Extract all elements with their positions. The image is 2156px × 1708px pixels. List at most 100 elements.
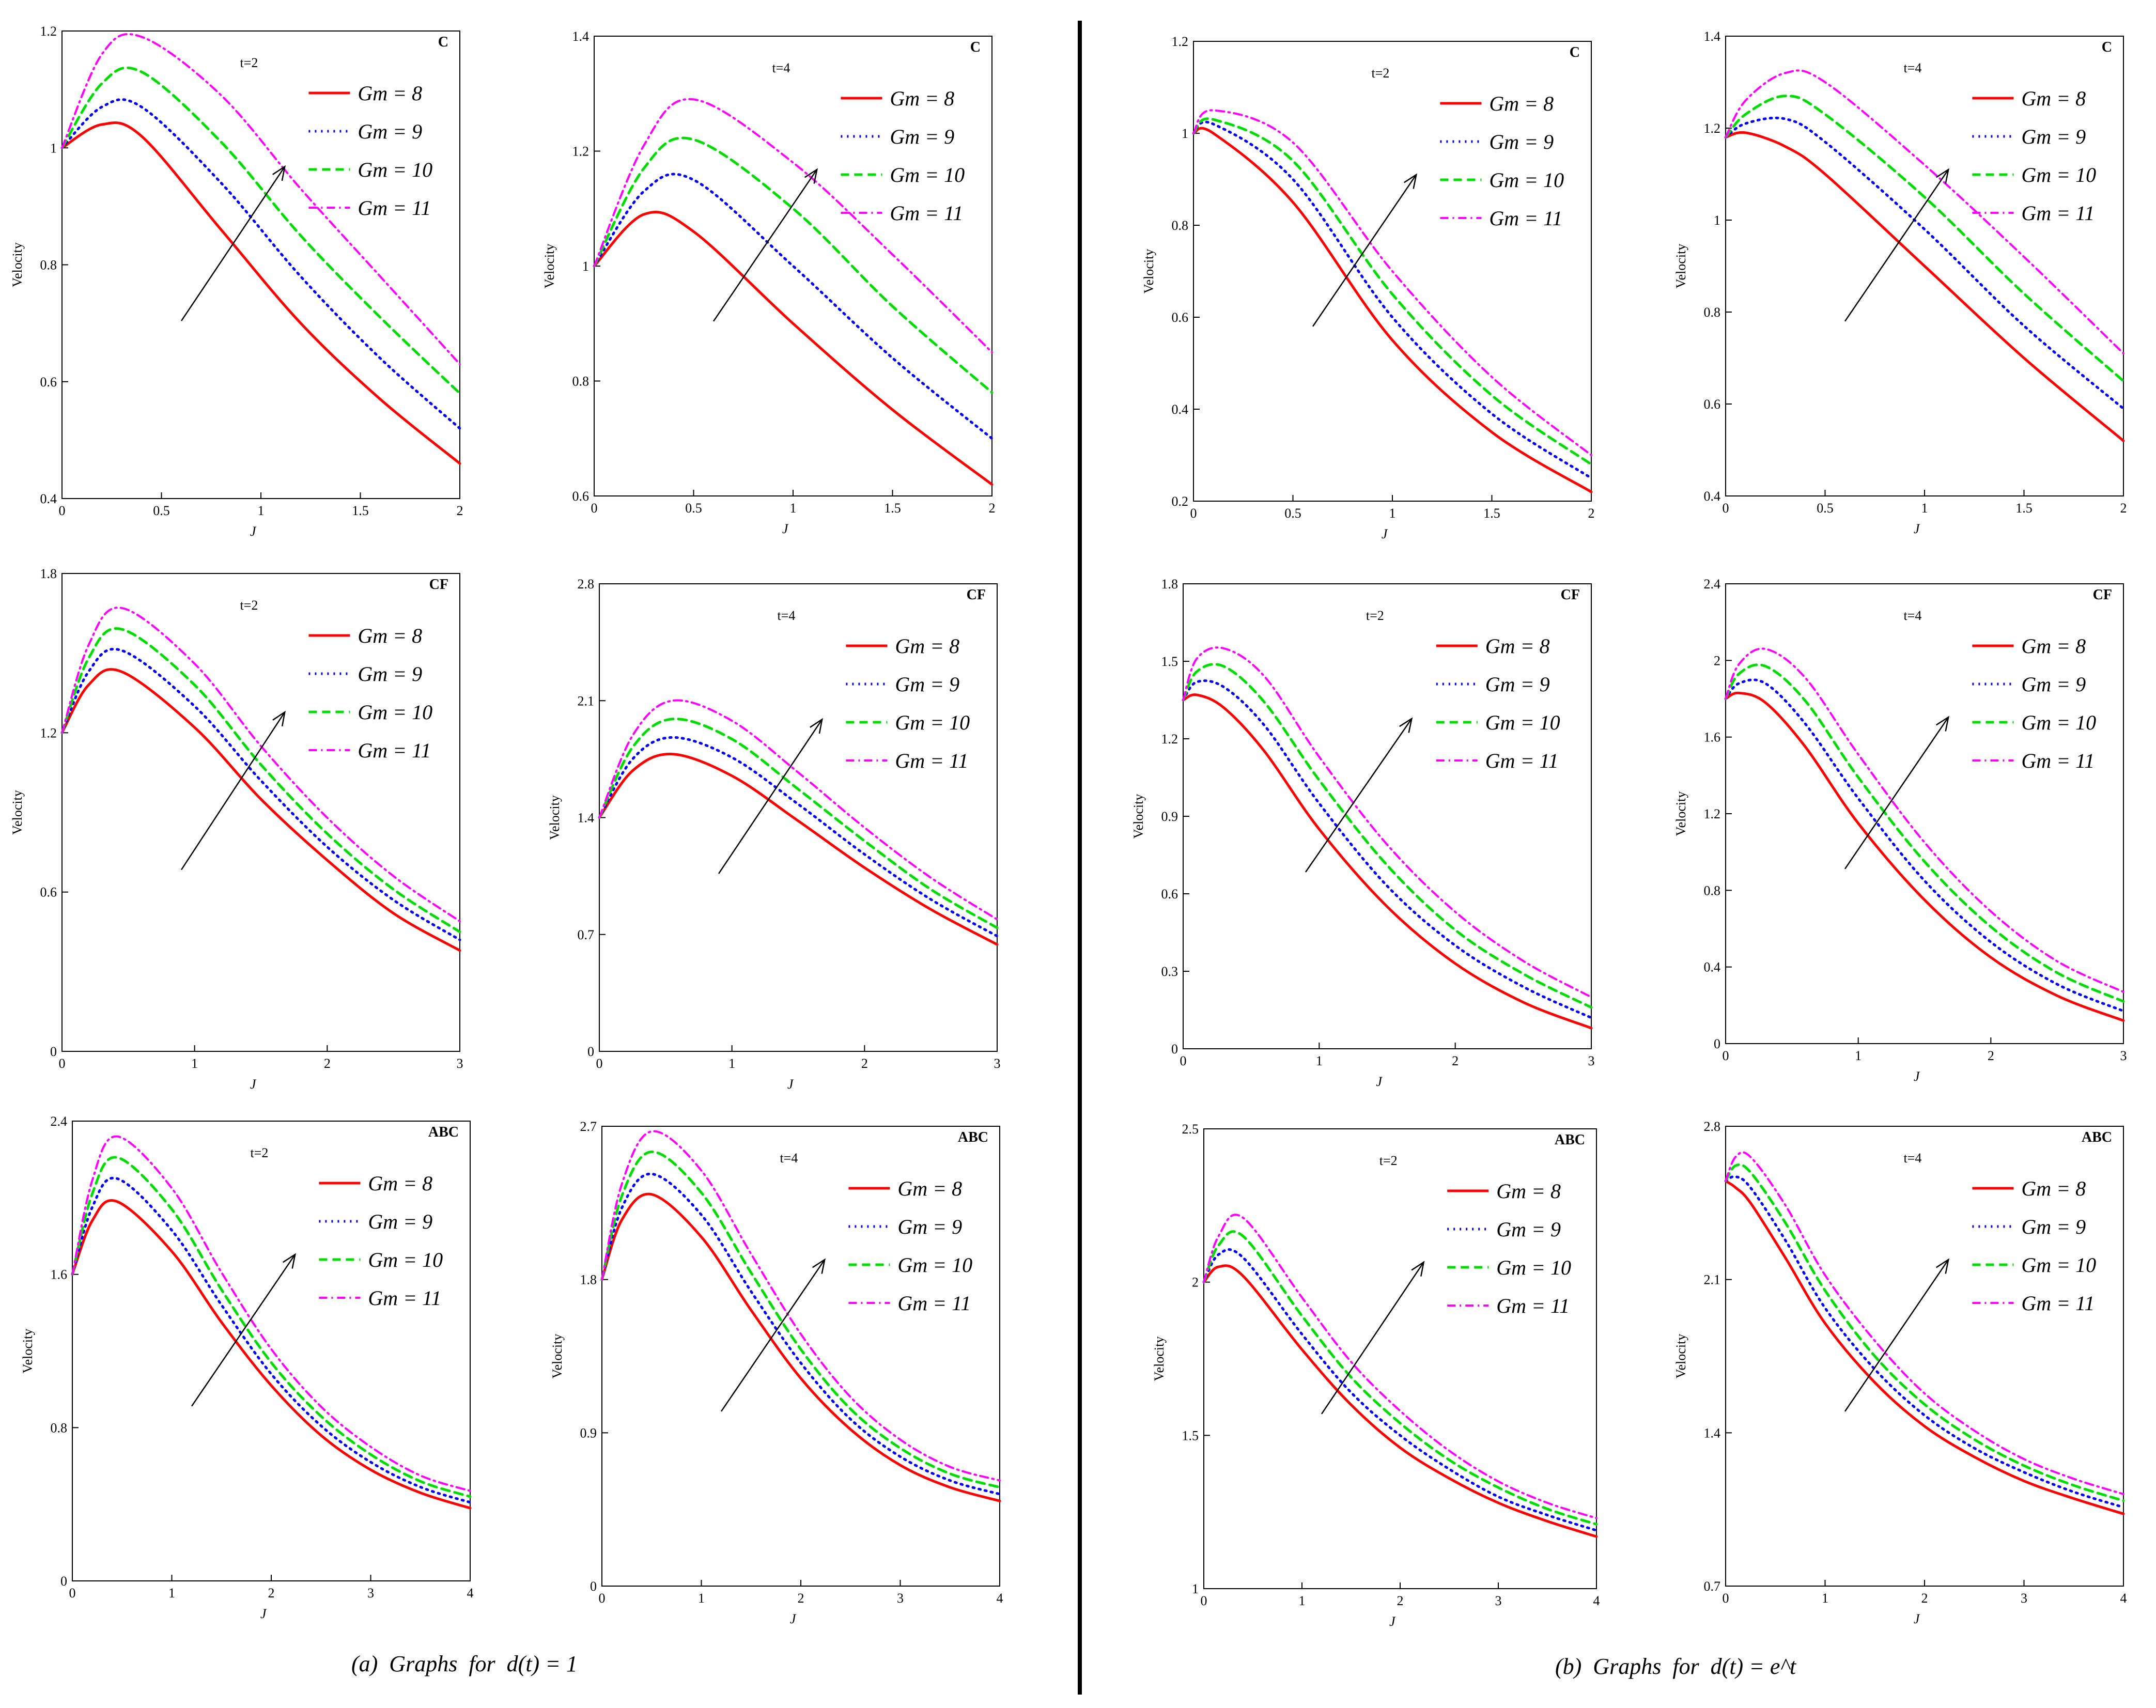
series-line-gm9 bbox=[1724, 116, 2125, 410]
y-axis-label: Velocity bbox=[20, 1329, 35, 1374]
legend-label-gm11: Gm = 11 bbox=[358, 739, 431, 762]
series-line-gm10 bbox=[1202, 1230, 1598, 1526]
y-tick-label: 1.5 bbox=[1182, 1428, 1199, 1443]
trend-arrow bbox=[180, 166, 286, 321]
x-tick-label: 0.5 bbox=[1284, 506, 1301, 521]
time-annotation: t=2 bbox=[240, 598, 258, 613]
x-tick-label: 0 bbox=[599, 1591, 606, 1606]
series-line-gm8 bbox=[60, 668, 461, 952]
model-title: C bbox=[438, 34, 448, 50]
trend-arrow-head bbox=[1411, 1261, 1425, 1277]
legend-label-gm9: Gm = 9 bbox=[2021, 673, 2086, 696]
legend-label-gm8: Gm = 8 bbox=[358, 624, 422, 647]
legend-label-gm10: Gm = 10 bbox=[1489, 168, 1564, 192]
x-tick-label: 0 bbox=[1201, 1593, 1207, 1608]
legend-label-gm11: Gm = 11 bbox=[1496, 1294, 1570, 1317]
legend-label-gm11: Gm = 11 bbox=[2021, 1292, 2095, 1315]
x-tick-label: 3 bbox=[2120, 1048, 2127, 1063]
legend-label-gm11: Gm = 11 bbox=[2021, 749, 2095, 772]
series-line-gm8 bbox=[600, 1192, 1001, 1502]
y-tick-label: 0.3 bbox=[1161, 964, 1178, 979]
x-axis-label: J bbox=[1914, 521, 1920, 536]
series-line-gm9 bbox=[1192, 120, 1593, 479]
y-tick-label: 0.6 bbox=[40, 375, 57, 390]
series-line-gm11 bbox=[61, 607, 461, 923]
chart-b-CF-t4: 0 0.4 0.8 1.2 1.6 2 2.4 0 1 2 3 J Velocity CF t=4 Gm = … bbox=[1673, 577, 2127, 1084]
y-tick-label: 0.8 bbox=[51, 1420, 68, 1435]
trend-arrow bbox=[712, 169, 818, 322]
legend-label-gm8: Gm = 8 bbox=[368, 1172, 432, 1195]
x-axis-label: J bbox=[787, 1077, 794, 1092]
legend-label-gm8: Gm = 8 bbox=[890, 87, 954, 110]
model-title: C bbox=[970, 39, 981, 55]
trend-arrow bbox=[1844, 169, 1949, 322]
trend-arrow bbox=[718, 719, 823, 874]
x-tick-label: 2 bbox=[1921, 1591, 1928, 1606]
y-tick-label: 1.4 bbox=[572, 29, 590, 44]
series-line-gm10 bbox=[1724, 1163, 2125, 1502]
model-title: CF bbox=[429, 577, 448, 593]
model-title: ABC bbox=[958, 1129, 988, 1145]
chart-a-C-t4: 0.6 0.8 1 1.2 1.4 0 0.5 1 1.5 2 J Velocity Ct=4 Gm = … bbox=[542, 29, 996, 536]
series-line-gm8 bbox=[1192, 127, 1593, 493]
series-line-gm8 bbox=[598, 753, 999, 946]
series-line-gm11 bbox=[1182, 646, 1592, 998]
x-tick-label: 1 bbox=[790, 501, 797, 516]
y-axis-label: Velocity bbox=[1131, 794, 1146, 839]
model-title: ABC bbox=[2082, 1129, 2112, 1145]
series-line-gm10 bbox=[600, 1150, 1001, 1489]
x-tick-label: 4 bbox=[997, 1591, 1003, 1606]
x-tick-label: 1.5 bbox=[884, 501, 901, 516]
legend-label-gm9: Gm = 9 bbox=[1485, 673, 1550, 696]
legend-label-gm11: Gm = 11 bbox=[890, 201, 963, 225]
legend-label-gm8: Gm = 8 bbox=[895, 634, 959, 658]
time-annotation: t=2 bbox=[1379, 1153, 1398, 1168]
x-tick-label: 0 bbox=[1190, 506, 1197, 521]
trend-arrow-head bbox=[272, 710, 286, 727]
legend-label-gm11: Gm = 11 bbox=[368, 1286, 441, 1310]
y-tick-label: 0.4 bbox=[1704, 489, 1721, 504]
y-tick-label: 0 bbox=[60, 1574, 67, 1589]
x-tick-label: 2 bbox=[1588, 506, 1595, 521]
legend-label-gm11: Gm = 11 bbox=[1489, 207, 1562, 230]
y-tick-label: 1.2 bbox=[40, 24, 57, 39]
series-line-gm11 bbox=[593, 98, 993, 353]
y-tick-label: 0.6 bbox=[572, 489, 590, 504]
y-tick-label: 1 bbox=[1714, 213, 1720, 228]
x-tick-label: 1.5 bbox=[2015, 501, 2033, 516]
legend-label-gm11: Gm = 11 bbox=[2021, 201, 2095, 225]
y-axis-label: Velocity bbox=[1673, 244, 1688, 289]
y-tick-label: 0.8 bbox=[1704, 883, 1721, 898]
x-axis-label: J bbox=[1914, 1069, 1920, 1084]
legend-label-gm11: Gm = 11 bbox=[897, 1292, 971, 1315]
y-tick-label: 0.6 bbox=[1172, 310, 1189, 325]
y-tick-label: 0.8 bbox=[1704, 305, 1721, 320]
series-line-gm10 bbox=[71, 1156, 472, 1498]
x-tick-label: 1 bbox=[698, 1591, 705, 1606]
series-line-gm8 bbox=[1724, 1179, 2125, 1515]
x-tick-label: 1 bbox=[191, 1056, 198, 1071]
series-line-gm10 bbox=[593, 136, 994, 394]
x-tick-label: 2 bbox=[324, 1056, 331, 1071]
y-tick-label: 0.8 bbox=[1172, 218, 1189, 233]
y-axis-label: Velocity bbox=[1152, 1337, 1167, 1381]
y-axis-label: Velocity bbox=[550, 1334, 565, 1379]
y-tick-label: 0 bbox=[1714, 1036, 1720, 1051]
x-axis-label: J bbox=[1376, 1074, 1383, 1089]
trend-arrow bbox=[180, 711, 286, 871]
time-annotation: t=4 bbox=[772, 60, 790, 75]
legend-label-gm9: Gm = 9 bbox=[897, 1215, 962, 1238]
trend-arrow-head bbox=[1935, 1258, 1950, 1274]
chart-a-ABC-t4: 0 0.9 1.8 2.7 0 1 2 3 4 J Velocity ABC t=4 Gm = 8 Gm =… bbox=[550, 1119, 1003, 1626]
time-annotation: t=4 bbox=[1903, 1151, 1921, 1166]
x-tick-label: 2 bbox=[268, 1586, 275, 1601]
x-tick-label: 0.5 bbox=[153, 503, 170, 518]
legend-label-gm11: Gm = 11 bbox=[895, 749, 968, 772]
y-tick-label: 1.8 bbox=[1161, 577, 1178, 592]
x-tick-label: 4 bbox=[467, 1586, 474, 1601]
time-annotation: t=2 bbox=[250, 1145, 268, 1160]
series-line-gm10 bbox=[598, 718, 999, 929]
x-tick-label: 1 bbox=[1299, 1593, 1306, 1608]
x-tick-label: 0 bbox=[59, 1056, 66, 1071]
x-tick-label: 3 bbox=[994, 1056, 1001, 1071]
